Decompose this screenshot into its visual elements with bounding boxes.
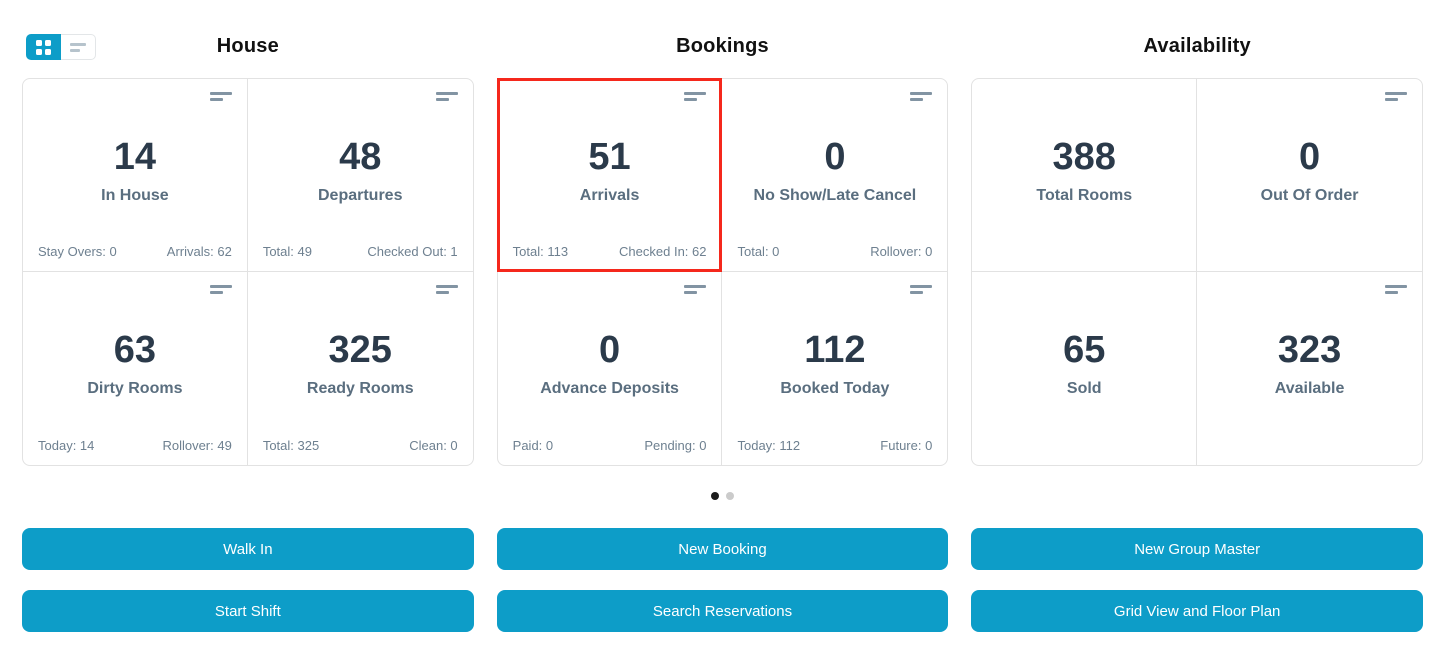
grid-view-floor-plan-button[interactable]: Grid View and Floor Plan	[971, 590, 1423, 632]
card-label: Total Rooms	[1036, 187, 1133, 204]
card-ready-rooms[interactable]: 325 Ready Rooms Total: 325 Clean: 0	[248, 272, 473, 465]
pagination-dot-1[interactable]	[711, 492, 719, 500]
section-headers: House Bookings Availability	[22, 32, 1423, 60]
card-menu-icon[interactable]	[209, 285, 232, 294]
walk-in-button[interactable]: Walk In	[22, 528, 474, 570]
card-stat-right: Checked Out: 1	[367, 244, 458, 259]
card-value: 65	[1063, 329, 1106, 371]
card-available[interactable]: 323 Available	[1197, 272, 1422, 465]
section-availability: 388 Total Rooms 0 Out Of Order 65 Sold	[971, 78, 1423, 466]
card-label: Available	[1274, 380, 1345, 397]
card-value: 0	[1299, 136, 1321, 178]
card-value: 0	[599, 329, 621, 371]
list-view-button[interactable]	[61, 34, 96, 60]
card-stat-right: Arrivals: 62	[166, 244, 232, 259]
card-label: Departures	[318, 187, 403, 204]
stat-sections: 14 In House Stay Overs: 0 Arrivals: 62 4…	[22, 78, 1423, 466]
section-title-availability: Availability	[1143, 35, 1251, 57]
card-menu-icon[interactable]	[910, 92, 933, 101]
card-menu-icon[interactable]	[435, 92, 458, 101]
card-stat-right: Rollover: 0	[870, 244, 933, 259]
card-value: 63	[113, 329, 157, 371]
card-menu-icon[interactable]	[435, 285, 458, 294]
view-toggle	[26, 34, 96, 60]
card-in-house[interactable]: 14 In House Stay Overs: 0 Arrivals: 62	[23, 79, 248, 272]
card-label: Ready Rooms	[306, 380, 414, 397]
card-menu-icon[interactable]	[684, 285, 707, 294]
card-stat-right: Checked In: 62	[619, 244, 707, 259]
card-value: 48	[339, 136, 382, 178]
section-title-bookings: Bookings	[676, 35, 769, 57]
start-shift-button[interactable]: Start Shift	[22, 590, 474, 632]
card-label: Out Of Order	[1260, 187, 1359, 204]
card-value: 325	[328, 329, 392, 371]
section-house: 14 In House Stay Overs: 0 Arrivals: 62 4…	[22, 78, 474, 466]
card-value: 14	[113, 136, 157, 178]
card-value: 323	[1277, 329, 1342, 371]
card-stat-right: Pending: 0	[644, 438, 707, 453]
new-group-master-button[interactable]: New Group Master	[971, 528, 1423, 570]
card-stat-left: Today: 112	[737, 438, 801, 453]
card-menu-icon[interactable]	[1384, 285, 1407, 294]
card-stat-right: Future: 0	[880, 438, 933, 453]
grid-view-icon	[36, 39, 51, 55]
card-menu-icon[interactable]	[684, 92, 707, 101]
card-stat-right: Rollover: 49	[162, 438, 232, 453]
card-advance-deposits[interactable]: 0 Advance Deposits Paid: 0 Pending: 0	[498, 272, 723, 465]
card-sold[interactable]: 65 Sold	[972, 272, 1198, 465]
card-stat-left: Total: 325	[262, 438, 320, 453]
carousel-pagination	[22, 492, 1423, 500]
section-title-house: House	[216, 35, 279, 57]
section-bookings: 51 Arrivals Total: 113 Checked In: 62 0 …	[496, 78, 949, 466]
card-stat-left: Total: 49	[262, 244, 312, 259]
card-value: 0	[824, 136, 846, 178]
card-label: Booked Today	[780, 380, 890, 397]
card-value: 112	[804, 329, 866, 371]
action-buttons: Walk In New Booking New Group Master Sta…	[22, 528, 1423, 632]
card-stat-left: Stay Overs: 0	[38, 244, 117, 259]
card-value: 388	[1052, 136, 1116, 178]
card-label: Sold	[1066, 380, 1102, 397]
search-reservations-button[interactable]: Search Reservations	[496, 590, 949, 632]
card-arrivals[interactable]: 51 Arrivals Total: 113 Checked In: 62	[496, 78, 723, 272]
card-dirty-rooms[interactable]: 63 Dirty Rooms Today: 14 Rollover: 49	[23, 272, 248, 465]
card-stat-left: Total: 0	[737, 244, 780, 259]
card-label: Arrivals	[579, 187, 640, 204]
card-no-show-late-cancel[interactable]: 0 No Show/Late Cancel Total: 0 Rollover:…	[722, 79, 948, 272]
card-label: Advance Deposits	[540, 380, 679, 397]
card-label: No Show/Late Cancel	[753, 187, 917, 204]
card-total-rooms[interactable]: 388 Total Rooms	[972, 79, 1198, 272]
card-stat-right: Clean: 0	[409, 438, 458, 453]
card-menu-icon[interactable]	[209, 92, 232, 101]
card-stat-left: Today: 14	[38, 438, 95, 453]
card-booked-today[interactable]: 112 Booked Today Today: 112 Future: 0	[722, 272, 947, 465]
card-value: 51	[588, 136, 631, 178]
card-label: Dirty Rooms	[87, 380, 183, 397]
card-stat-left: Paid: 0	[512, 438, 554, 453]
list-view-icon	[70, 42, 86, 52]
pagination-dot-2[interactable]	[726, 492, 734, 500]
card-menu-icon[interactable]	[1384, 92, 1407, 101]
card-label: In House	[101, 187, 169, 204]
card-departures[interactable]: 48 Departures Total: 49 Checked Out: 1	[247, 79, 473, 272]
grid-view-button[interactable]	[26, 34, 61, 60]
new-booking-button[interactable]: New Booking	[496, 528, 949, 570]
card-out-of-order[interactable]: 0 Out Of Order	[1197, 79, 1422, 272]
card-stat-left: Total: 113	[512, 244, 569, 259]
card-menu-icon[interactable]	[910, 285, 933, 294]
